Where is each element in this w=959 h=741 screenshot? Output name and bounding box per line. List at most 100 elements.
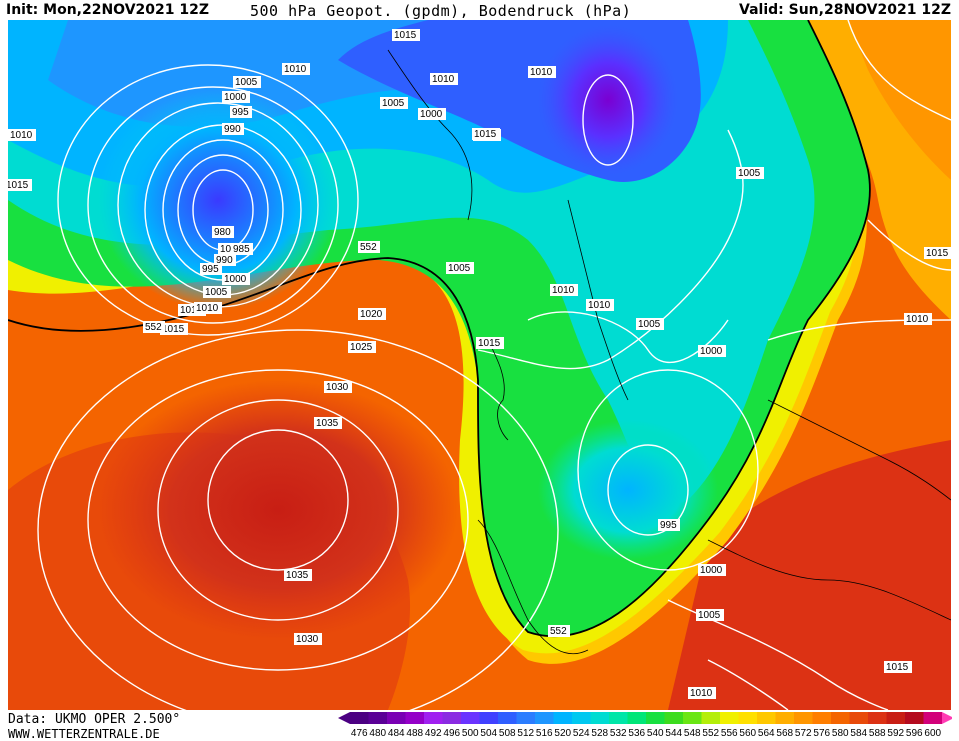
svg-text:990: 990 [216,255,233,266]
scale-tick-label: 520 [554,728,571,739]
scale-swatch [738,712,757,724]
contour-label: 990 [222,123,244,135]
scale-swatch [849,712,868,724]
contour-label: 1000 [698,345,726,357]
svg-text:1015: 1015 [926,248,949,259]
scale-tick-label: 504 [480,728,497,739]
svg-text:1010: 1010 [588,300,611,311]
scale-tick-label: 576 [813,728,830,739]
contour-label: 1030 [294,633,322,645]
scale-swatch [683,712,702,724]
scale-swatch [627,712,646,724]
scale-swatch [831,712,850,724]
svg-text:1015: 1015 [394,30,417,41]
svg-text:995: 995 [232,107,249,118]
contour-label: 1015 [476,337,504,349]
scale-swatch [812,712,831,724]
scale-swatch [701,712,720,724]
contour-label: 1015 [8,179,32,191]
map-header: Init: Mon,22NOV2021 12Z 500 hPa Geopot. … [0,0,959,20]
svg-text:1005: 1005 [638,319,661,330]
svg-text:552: 552 [360,242,377,253]
scale-tick-label: 532 [610,728,627,739]
scale-tick-label: 508 [499,728,516,739]
scale-swatch [572,712,591,724]
scale-swatch [405,712,424,724]
svg-text:995: 995 [202,264,219,275]
scale-swatch [424,712,443,724]
contour-label: 995 [658,519,680,531]
svg-text:1030: 1030 [326,382,349,393]
contour-label: 980 [212,226,234,238]
svg-text:985: 985 [233,244,250,255]
scale-tick-label: 536 [628,728,645,739]
svg-text:1005: 1005 [448,263,471,274]
contour-label: 1010 [430,73,458,85]
scale-tick-label: 544 [665,728,682,739]
contour-label: 1010 [688,687,716,699]
scale-tick-label: 580 [832,728,849,739]
svg-text:1015: 1015 [8,180,29,191]
svg-text:990: 990 [224,124,241,135]
svg-text:1015: 1015 [474,129,497,140]
contour-label: 552 [548,625,570,637]
scale-swatch [609,712,628,724]
scale-tick-label: 552 [702,728,719,739]
contour-label: 552 [358,241,380,253]
scale-tick-label: 572 [795,728,812,739]
svg-text:1010: 1010 [284,64,307,75]
contour-label: 1010 [586,299,614,311]
scale-tick-label: 516 [536,728,553,739]
scale-swatch [498,712,517,724]
website-label: WWW.WETTERZENTRALE.DE [8,727,160,741]
contour-label: 552 [143,321,165,333]
scale-tick-label: 564 [758,728,775,739]
map-footer: Data: UKMO OPER 2.500° WWW.WETTERZENTRAL… [0,710,959,741]
contour-label: 985 [231,243,253,255]
weather-map: 1015101010101010100510009959901015101010… [8,20,951,710]
svg-text:1015: 1015 [886,662,909,673]
svg-text:1020: 1020 [360,309,383,320]
svg-text:1005: 1005 [235,77,258,88]
scale-tick-label: 492 [425,728,442,739]
scale-tick-label: 568 [776,728,793,739]
init-time-label: Init: Mon,22NOV2021 12Z [6,2,210,18]
svg-text:1010: 1010 [10,130,33,141]
contour-label: 1010 [528,66,556,78]
contour-label: 1000 [222,273,250,285]
scale-tick-label: 500 [462,728,479,739]
contour-label: 1000 [698,564,726,576]
scale-tick-label: 548 [684,728,701,739]
svg-text:1005: 1005 [738,168,761,179]
svg-text:1010: 1010 [552,285,575,296]
map-canvas: 1015101010101010100510009959901015101010… [8,20,951,710]
svg-text:1010: 1010 [690,688,713,699]
scale-arrow-right [942,712,952,724]
scale-swatch [387,712,406,724]
svg-text:1030: 1030 [296,634,319,645]
scale-swatch [868,712,887,724]
contour-label: 1015 [472,128,500,140]
svg-text:1005: 1005 [382,98,405,109]
contour-label: 1015 [392,29,420,41]
scale-tick-label: 524 [573,728,590,739]
contour-label: 1010 [904,313,932,325]
contour-label: 1020 [358,308,386,320]
contour-label: 1035 [284,569,312,581]
svg-text:552: 552 [145,322,162,333]
svg-text:995: 995 [660,520,677,531]
contour-label: 1035 [314,417,342,429]
contour-labels: 1015101010101010100510009959901015101010… [8,29,951,699]
contour-label: 1000 [418,108,446,120]
scale-swatch [590,712,609,724]
svg-text:1035: 1035 [286,570,309,581]
scale-swatch [350,712,369,724]
contour-label: 1005 [736,167,764,179]
scale-swatch [757,712,776,724]
scale-tick-label: 600 [924,728,941,739]
scale-tick-label: 528 [591,728,608,739]
contour-label: 1005 [446,262,474,274]
scale-tick-label: 496 [443,728,460,739]
svg-text:1000: 1000 [224,92,247,103]
svg-text:1010: 1010 [180,305,203,316]
